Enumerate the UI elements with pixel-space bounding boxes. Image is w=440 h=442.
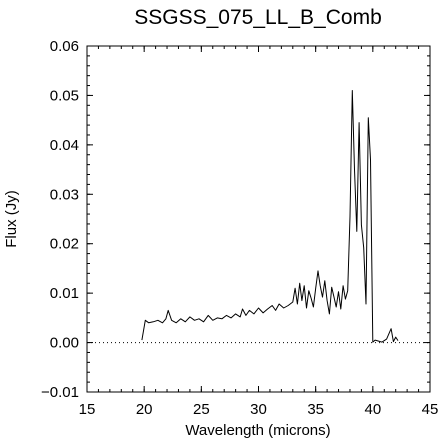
y-tick-label: 0.04 — [50, 137, 79, 154]
x-axis-ticks: 15 20 25 30 35 40 45 — [79, 46, 439, 418]
y-tick-label: 0.03 — [50, 186, 79, 203]
y-tick-label: 0.01 — [50, 285, 79, 302]
x-tick-label: 40 — [364, 401, 381, 418]
x-tick-label: 30 — [250, 401, 267, 418]
y-tick-label: 0.00 — [50, 335, 79, 352]
y-axis-ticks: −0.01 0.00 0.01 0.02 0.03 0.04 0.05 0.06 — [41, 38, 430, 401]
x-tick-label: 35 — [307, 401, 324, 418]
x-tick-label: 45 — [422, 401, 439, 418]
x-axis-label: Wavelength (microns) — [185, 422, 330, 439]
x-tick-label: 25 — [193, 401, 210, 418]
chart-title: SSGSS_075_LL_B_Comb — [134, 6, 382, 29]
series-layer — [87, 90, 430, 344]
y-tick-label: 0.02 — [50, 236, 79, 253]
x-tick-label: 20 — [136, 401, 153, 418]
plot-frame — [86, 45, 431, 393]
x-tick-label: 15 — [79, 401, 96, 418]
y-axis-label: Flux (Jy) — [3, 190, 20, 248]
y-tick-label: 0.06 — [50, 38, 79, 55]
spectrum-line — [141, 90, 399, 343]
y-tick-label: 0.05 — [50, 87, 79, 104]
y-tick-label: −0.01 — [41, 384, 79, 401]
